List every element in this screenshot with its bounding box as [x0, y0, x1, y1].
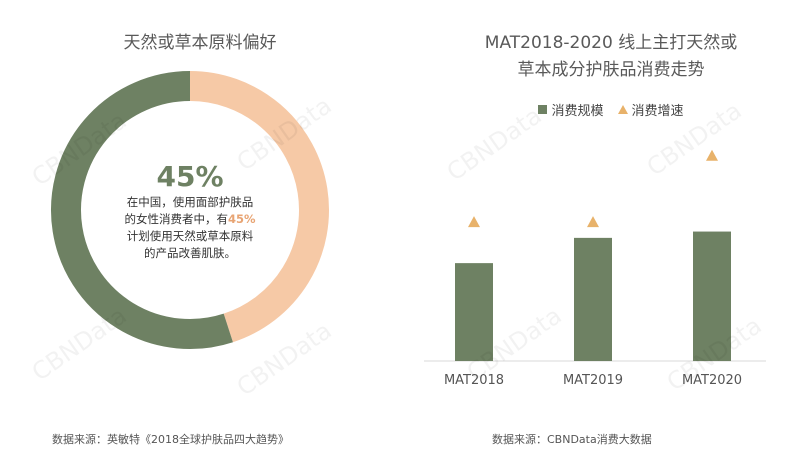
x-tick-label: MAT2019: [563, 373, 623, 388]
bar-title-line-1: MAT2018-2020 线上主打天然或: [484, 33, 738, 53]
bar-panel: MAT2018-2020 线上主打天然或 草本成分护肤品消费走势 消费规模 消费…: [410, 0, 812, 457]
bar-mat2020: [693, 231, 731, 361]
bar-mat2018: [455, 263, 493, 361]
x-tick-label: MAT2020: [682, 373, 742, 388]
bar-mat2019: [574, 237, 612, 361]
donut-center-line-1: 在中国，使用面部护肤品: [126, 195, 254, 209]
donut-center-line-2: 的女性消费者中，有45%: [106, 211, 274, 228]
legend-label-scale: 消费规模: [551, 104, 604, 119]
legend-triangle-icon: [617, 105, 628, 114]
legend-item-scale: 消费规模: [538, 100, 604, 119]
donut-center-line-4: 的产品改善肌肤。: [144, 246, 236, 260]
donut-source: 数据来源：英敏特《2018全球护肤品四大趋势》: [52, 433, 289, 446]
donut-slice-1: [51, 71, 233, 349]
growth-marker-mat2020: [706, 149, 718, 161]
bar-source: 数据来源：CBNData消费大数据: [492, 433, 652, 446]
bar-title-line-2: 草本成分护肤品消费走势: [517, 60, 705, 80]
bar-legend: 消费规模 消费增速: [410, 100, 812, 119]
x-tick-label: MAT2018: [444, 373, 504, 388]
growth-marker-mat2018: [468, 216, 480, 228]
legend-item-growth: 消费增速: [617, 100, 684, 119]
donut-center-highlight: 45%: [227, 212, 256, 226]
legend-square-icon: [538, 105, 548, 114]
growth-marker-mat2019: [587, 216, 599, 228]
legend-label-growth: 消费增速: [631, 104, 684, 119]
donut-panel: 天然或草本原料偏好 45% 在中国，使用面部护肤品 的女性消费者中，有45% 计…: [0, 0, 400, 457]
donut-center-value: 45%: [156, 160, 224, 193]
donut-chart: [51, 71, 329, 349]
donut-center-line-3: 计划使用天然或草本原料: [126, 229, 254, 243]
donut-center-line-2-text: 的女性消费者中，有: [124, 212, 228, 226]
bar-chart: MAT2018 MAT2019 MAT2020: [424, 149, 766, 388]
donut-title: 天然或草本原料偏好: [123, 33, 277, 53]
donut-slice-0: [189, 71, 329, 343]
donut-center-label: 45% 在中国，使用面部护肤品 的女性消费者中，有45% 计划使用天然或草本原料…: [106, 160, 274, 262]
